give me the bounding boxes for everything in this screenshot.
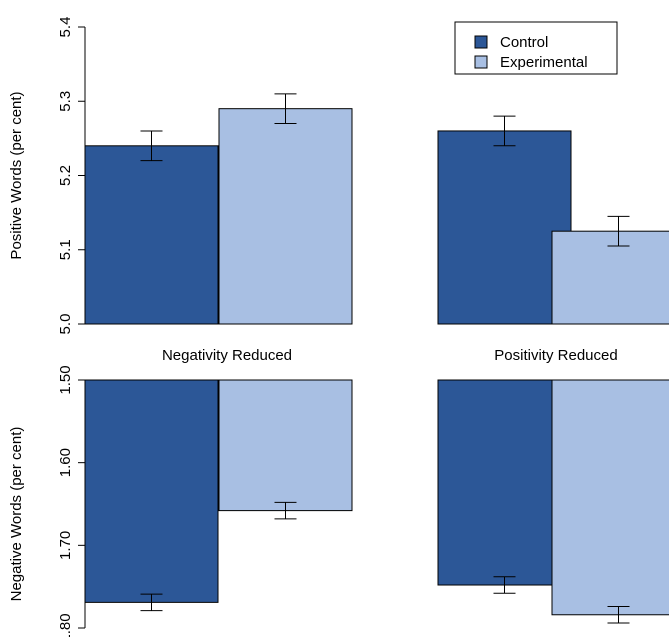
- y-tick-label-positive-4: 5.4: [57, 17, 74, 38]
- y-tick-label-negative-1: 1.60: [57, 448, 74, 477]
- y-tick-label-negative-3: 1.80: [57, 613, 74, 637]
- legend-swatch-control: [474, 35, 488, 49]
- category-label-positivity-reduced: Positivity Reduced: [494, 347, 617, 364]
- bar-negative-experimental-0: [218, 379, 353, 512]
- category-labels: Negativity Reduced Positivity Reduced: [162, 347, 618, 364]
- y-tick-label-positive-1: 5.1: [57, 239, 74, 260]
- bar-negative-control-0: [84, 379, 219, 603]
- negative-words-panel: 1.50 1.60 1.70 1.80 Negative Words (per cent…: [8, 365, 669, 637]
- y-tick-label-positive-2: 5.2: [57, 165, 74, 186]
- y-tick-label-positive-3: 5.3: [57, 91, 74, 112]
- bar-positive-control-1: [437, 130, 572, 325]
- bar-negative-experimental-1: [551, 379, 669, 616]
- bar-positive-experimental-1: [551, 230, 669, 325]
- category-label-negativity-reduced: Negativity Reduced: [162, 347, 292, 364]
- bar-negative-control-1: [437, 379, 572, 586]
- legend-label-control: Control: [500, 34, 548, 51]
- y-tick-label-negative-2: 1.70: [57, 531, 74, 560]
- y-axis-label-negative: Negative Words (per cent): [8, 427, 25, 602]
- bar-positive-control-0: [84, 145, 219, 325]
- y-tick-label-negative-0: 1.50: [57, 365, 74, 394]
- legend-label-experimental: Experimental: [500, 54, 588, 71]
- bar-positive-experimental-0: [218, 108, 353, 325]
- legend: Control Experimental: [454, 21, 618, 75]
- positive-words-panel: 5.0 5.1 5.2 5.3 5.4 Positive Words (per cent): [8, 17, 669, 335]
- y-axis-label-positive: Positive Words (per cent): [8, 91, 25, 259]
- y-tick-label-positive-0: 5.0: [57, 314, 74, 335]
- legend-swatch-experimental: [474, 55, 488, 69]
